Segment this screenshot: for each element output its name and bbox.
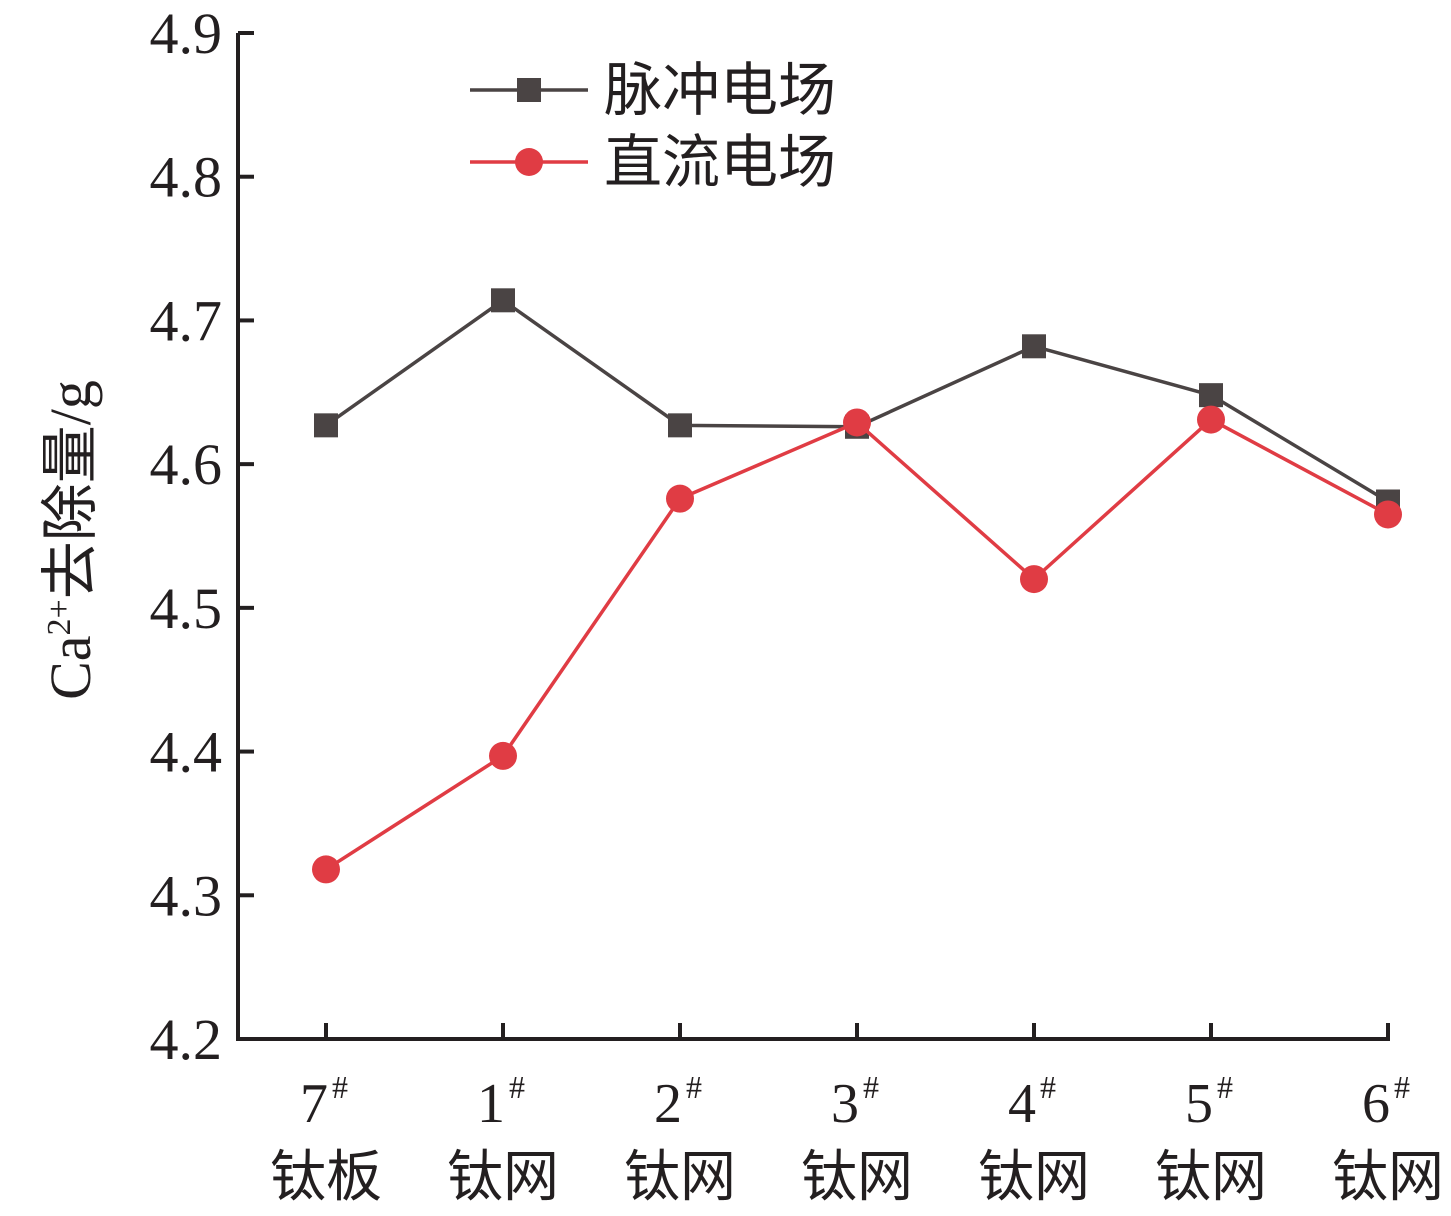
data-point-circle [489,741,517,770]
y-axis-title: Ca2+去除量/g [38,380,103,700]
y-tick-label: 4.2 [150,1007,223,1072]
x-tick-number: 1 [477,1073,505,1135]
data-point-square [314,413,338,438]
legend-label: 脉冲电场 [604,56,836,124]
x-tick-sublabel: 钛网 [801,1145,913,1210]
x-tick-number: 6 [1362,1073,1390,1135]
data-point-square [668,413,692,438]
legend-marker-square [517,78,541,102]
legend-item: 直流电场 [470,128,836,196]
x-tick-label-5: 5 # 钛网 [1155,1069,1267,1210]
series-layer [312,288,1402,884]
y-axis-title-base: Ca [38,635,103,699]
y-tick-label: 4.5 [150,576,223,641]
series-dc-field [312,405,1402,884]
x-tick-superscript: # [509,1069,525,1105]
x-tick-superscript: # [1217,1069,1233,1105]
data-point-square [1199,383,1223,408]
axes: 4.24.34.44.54.64.74.84.97 #钛板1 #钛网2 #钛网3 #钛网… [150,1,1445,1210]
data-point-circle [1197,405,1225,434]
x-tick-superscript: # [1040,1069,1056,1105]
x-tick-superscript: # [1394,1069,1410,1105]
series-line [325,417,1389,871]
x-tick-label-4: 4 # 钛网 [978,1069,1090,1210]
x-tick-number: 4 [1008,1073,1036,1135]
y-tick-label: 4.9 [150,1,223,66]
x-tick-superscript: # [686,1069,702,1105]
series-line [324,298,1389,504]
x-tick-sublabel: 钛网 [1332,1145,1444,1210]
y-axis-title-superscript: 2+ [41,599,78,635]
series-pulse-field [314,288,1400,514]
data-point-square [1022,334,1046,359]
x-tick-label-3: 3 # 钛网 [801,1069,913,1210]
data-point-circle [1020,565,1048,594]
x-tick-sublabel: 钛板 [270,1145,382,1210]
data-point-circle [666,484,694,513]
x-tick-sublabel: 钛网 [447,1145,559,1210]
x-tick-sublabel: 钛网 [978,1145,1090,1210]
y-tick-label: 4.7 [150,288,223,353]
data-point-circle [312,855,340,884]
data-point-circle [1374,500,1402,529]
x-tick-label-7: 7 # 钛板 [270,1069,382,1210]
x-tick-number: 7 [300,1073,328,1135]
data-point-circle [843,408,871,437]
y-axis-label: Ca2+去除量/g [38,380,103,700]
x-tick-sublabel: 钛网 [1155,1145,1267,1210]
y-axis-title-rest: 去除量/g [38,380,103,599]
x-tick-sublabel: 钛网 [624,1145,736,1210]
legend-label: 直流电场 [604,128,836,196]
x-tick-number: 3 [831,1073,859,1135]
legend-item: 脉冲电场 [470,56,836,124]
y-tick-label: 4.6 [150,432,223,497]
x-tick-superscript: # [863,1069,879,1105]
y-tick-label: 4.8 [150,145,223,210]
x-tick-label-2: 2 # 钛网 [624,1069,736,1210]
y-tick-label: 4.3 [150,863,223,928]
data-point-square [491,288,515,313]
x-tick-number: 5 [1185,1073,1213,1135]
y-tick-label: 4.4 [150,720,223,785]
x-tick-number: 2 [654,1073,682,1135]
x-tick-label-6: 6 # 钛网 [1332,1069,1444,1210]
legend-marker-circle [515,148,543,176]
x-tick-label-1: 1 # 钛网 [447,1069,559,1210]
x-tick-superscript: # [332,1069,348,1105]
